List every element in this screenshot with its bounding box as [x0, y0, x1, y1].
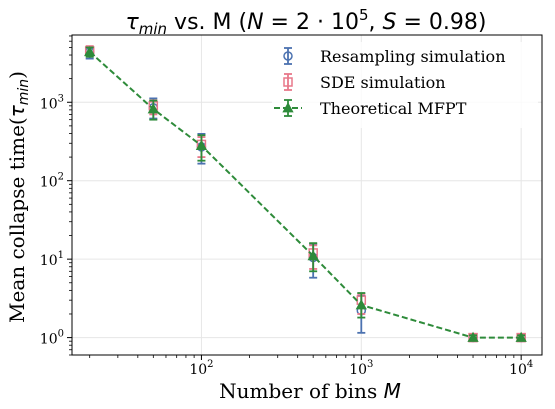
x-axis-label: Number of bins M	[219, 379, 401, 403]
legend-entry-0: Resampling simulation	[283, 47, 506, 66]
y-axis-label: Mean collapse time(τmin)	[5, 71, 32, 323]
series-2	[84, 45, 527, 342]
legend-marker-2	[282, 102, 294, 113]
series-2-point	[195, 139, 208, 150]
y-tick-label-2-exp: 2	[58, 172, 64, 183]
y-tick-label-3-exp: 3	[58, 93, 64, 104]
chart-title: τmin vs. M (N = 2 · 105, S = 0.98)	[126, 6, 487, 38]
y-tick-label-1: 101	[40, 250, 64, 269]
title-eq2: = 0.98)	[396, 10, 486, 35]
legend: Resampling simulation SDE simulation Theor…	[272, 42, 538, 128]
y-tick-label-3-base: 10	[40, 96, 58, 112]
series-2-point	[355, 299, 367, 310]
x-tick-label-1-exp: 3	[367, 359, 373, 370]
title-tau-sub: min	[139, 20, 167, 38]
series-2-point	[147, 103, 159, 114]
y-axis-label-tau: τ	[5, 104, 29, 117]
legend-label-1: SDE simulation	[320, 73, 446, 92]
series-layer	[84, 45, 527, 343]
y-axis-label-text: Mean collapse time(	[5, 117, 29, 323]
y-axis-label-sub: min	[16, 79, 32, 105]
legend-entry-2: Theoretical MFPT	[274, 99, 467, 118]
x-axis-label-text: Number of bins	[219, 379, 383, 403]
series-2-point	[84, 45, 96, 57]
x-tick-label-0-base: 10	[189, 362, 207, 378]
legend-entry-1: SDE simulation	[283, 73, 446, 92]
y-axis-label-close: )	[5, 71, 29, 79]
x-tick-label-0: 102	[189, 359, 213, 378]
series-2-point	[515, 331, 527, 342]
x-tick-label-2: 104	[509, 359, 533, 378]
y-tick-label-1-base: 10	[40, 253, 58, 269]
y-tick-label-2: 102	[40, 172, 64, 191]
y-tick-label-0-exp: 0	[58, 329, 64, 340]
x-tick-label-2-base: 10	[509, 362, 527, 378]
title-comma: ,	[369, 10, 383, 35]
plot-frame	[71, 34, 543, 356]
title-eq1: = 2 · 10	[264, 10, 359, 35]
x-tick-label-0-exp: 2	[207, 359, 213, 370]
x-tick-label-1-base: 10	[349, 362, 367, 378]
title-tau: τ	[126, 10, 140, 35]
title-S: S	[383, 10, 397, 35]
legend-box	[272, 42, 538, 128]
title-N-exp: 5	[359, 6, 369, 24]
title-N: N	[247, 10, 263, 35]
legend-label-2: Theoretical MFPT	[320, 99, 467, 118]
x-tick-label-1: 103	[349, 359, 373, 378]
y-tick-label-0-base: 10	[40, 332, 58, 348]
legend-marker-1	[283, 77, 293, 87]
y-tick-label-0: 100	[40, 329, 64, 348]
legend-marker-0	[283, 51, 293, 61]
x-axis-label-var: M	[384, 379, 401, 403]
x-tick-label-2-exp: 4	[527, 359, 533, 370]
y-tick-label-3: 103	[40, 93, 64, 112]
legend-label-0: Resampling simulation	[320, 47, 506, 66]
series-2-point	[467, 331, 479, 342]
series-2-point	[307, 250, 319, 261]
title-mid: vs. M (	[167, 10, 247, 35]
y-tick-label-1-exp: 1	[58, 250, 64, 261]
y-tick-label-2-base: 10	[40, 175, 58, 191]
